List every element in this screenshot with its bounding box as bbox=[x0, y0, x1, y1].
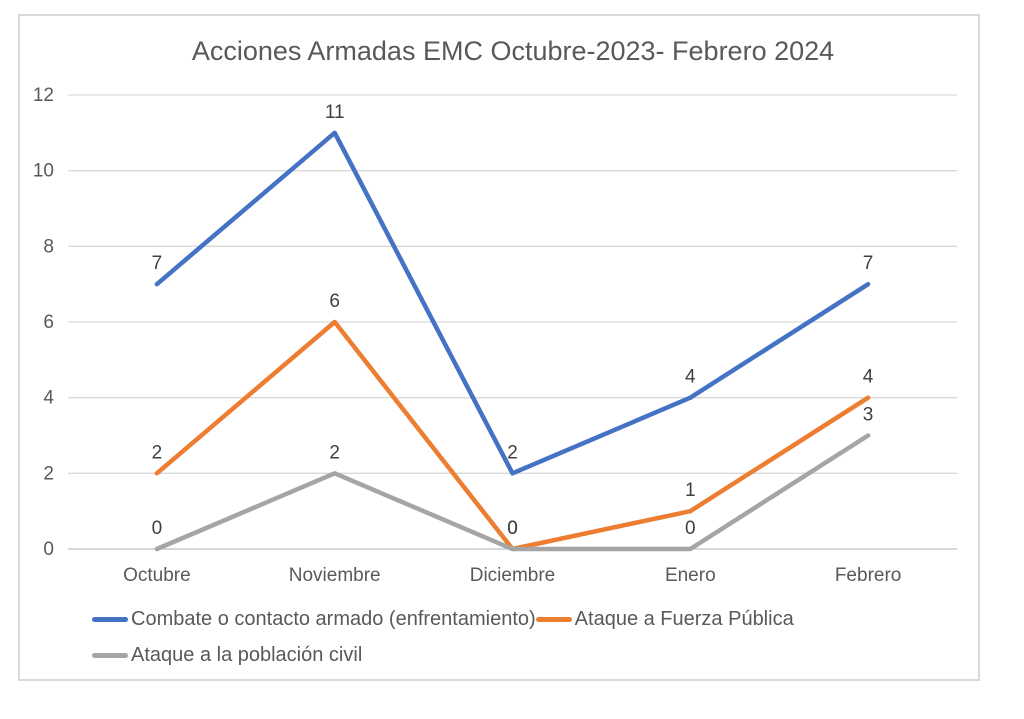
y-axis-tick-label: 6 bbox=[43, 312, 54, 333]
legend-row: Combate o contacto armado (enfrentamient… bbox=[92, 606, 794, 632]
legend-label: Ataque a Fuerza Pública bbox=[574, 607, 794, 630]
legend-item-1: Ataque a Fuerza Pública bbox=[535, 607, 794, 631]
y-axis-tick-label: 10 bbox=[33, 161, 54, 182]
y-axis-tick-label: 4 bbox=[43, 388, 54, 409]
series-line-1 bbox=[154, 319, 871, 552]
chart-title: Acciones Armadas EMC Octubre-2023- Febre… bbox=[191, 36, 835, 66]
x-axis-tick-label: Febrero bbox=[835, 565, 902, 586]
legend-item-2: Ataque a la población civil bbox=[92, 644, 362, 667]
data-label-series-2: 2 bbox=[329, 442, 340, 463]
legend-line-marker bbox=[92, 652, 128, 658]
x-axis-tick-label: Enero bbox=[665, 565, 716, 586]
chart-container bbox=[18, 14, 980, 681]
data-label-series-2: 3 bbox=[863, 405, 874, 426]
y-axis-tick-label: 0 bbox=[43, 539, 54, 560]
y-axis-tick-label: 8 bbox=[43, 236, 54, 257]
legend-line-marker bbox=[535, 616, 572, 622]
legend-line-marker bbox=[92, 616, 128, 622]
data-label-series-0: 7 bbox=[863, 253, 874, 274]
series-line-2 bbox=[154, 433, 871, 552]
data-label-series-2: 0 bbox=[152, 518, 163, 539]
data-label-series-0: 2 bbox=[507, 442, 518, 463]
data-label-series-1: 0 bbox=[507, 518, 518, 539]
legend-item-0: Combate o contacto armado (enfrentamient… bbox=[92, 608, 536, 631]
data-label-series-0: 7 bbox=[152, 253, 163, 274]
legend-row: Ataque a la población civil bbox=[92, 642, 794, 668]
x-axis-tick-label: Octubre bbox=[123, 565, 191, 586]
legend-label: Ataque a la población civil bbox=[131, 643, 363, 666]
data-label-series-1: 4 bbox=[863, 367, 874, 388]
x-axis-tick-label: Noviembre bbox=[289, 565, 381, 586]
data-label-series-2: 0 bbox=[685, 518, 696, 539]
chart-legend: Combate o contacto armado (enfrentamient… bbox=[92, 606, 794, 678]
data-label-series-0: 11 bbox=[325, 102, 345, 123]
data-label-series-0: 4 bbox=[685, 367, 696, 388]
data-label-series-1: 2 bbox=[152, 442, 163, 463]
y-axis-tick-label: 12 bbox=[33, 85, 54, 106]
series-line-0 bbox=[154, 130, 871, 476]
legend-label: Combate o contacto armado (enfrentamient… bbox=[131, 607, 536, 630]
y-axis-tick-label: 2 bbox=[43, 463, 54, 484]
data-label-series-1: 6 bbox=[329, 291, 340, 312]
x-axis-tick-label: Diciembre bbox=[470, 565, 556, 586]
data-label-series-2: 0 bbox=[507, 518, 518, 539]
data-label-series-1: 1 bbox=[685, 480, 696, 501]
